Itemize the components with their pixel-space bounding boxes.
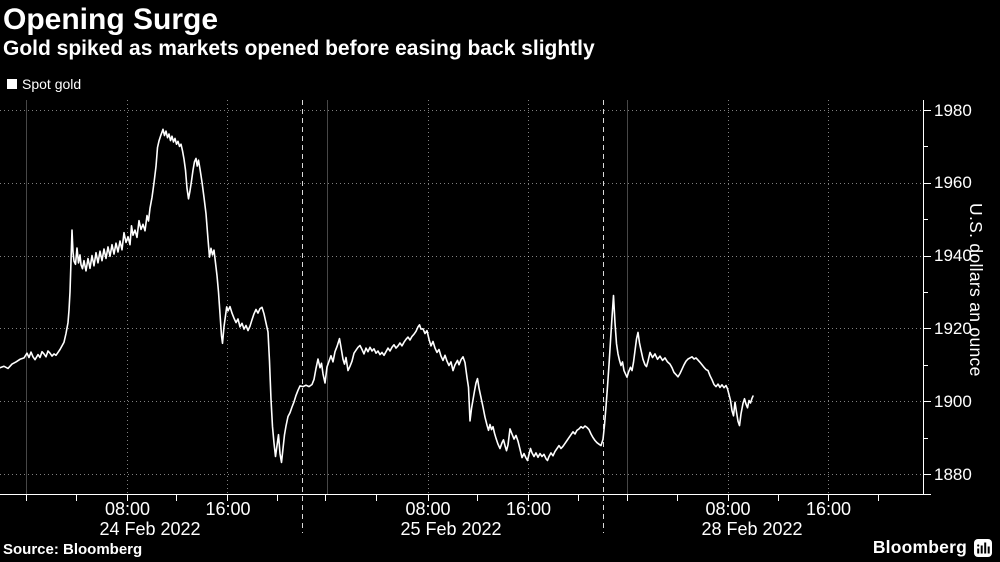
- y-tick-minor: [923, 364, 928, 366]
- y-tick-label: 1980: [934, 100, 972, 120]
- x-date-label: 24 Feb 2022: [99, 519, 201, 539]
- x-tick: [176, 495, 177, 501]
- y-gridline: [0, 110, 923, 111]
- x-tick: [677, 495, 678, 501]
- x-time-label: 08:00: [405, 499, 451, 519]
- legend-label: Spot gold: [22, 76, 82, 92]
- x-axis-line: [0, 494, 931, 495]
- y-tick-major: [923, 182, 931, 184]
- midnight-gridline: [26, 100, 27, 494]
- y-axis-line: [923, 100, 924, 495]
- y-gridline: [0, 401, 923, 403]
- y-axis-title: U.S. dollars an ounce: [966, 203, 986, 377]
- y-tick-major: [923, 255, 931, 257]
- x-tick: [376, 495, 377, 501]
- y-tick-minor: [923, 437, 928, 439]
- x-time-label: 08:00: [104, 499, 151, 519]
- time-gridline: [528, 100, 529, 494]
- x-tick: [227, 495, 228, 501]
- bloomberg-logo-text: Bloomberg: [872, 537, 967, 557]
- bloomberg-logo-icon: [974, 538, 992, 557]
- x-tick: [727, 495, 729, 501]
- x-date-label: 25 Feb 2022: [400, 519, 502, 539]
- chart-region: U.S. dollars an ounce 1980 1960 1940 1920 19…: [0, 100, 1000, 539]
- x-tick: [578, 495, 579, 501]
- x-tick: [878, 495, 879, 501]
- y-tick-label: 1920: [934, 318, 972, 338]
- x-time-label: 08:00: [705, 499, 751, 519]
- x-tick: [26, 495, 27, 501]
- legend: Spot gold: [7, 76, 81, 92]
- chart-subtitle: Gold spiked as markets opened before eas…: [3, 37, 595, 60]
- y-tick-major: [923, 110, 931, 111]
- y-gridline: [0, 255, 923, 257]
- x-time-label: 16:00: [505, 499, 552, 519]
- midnight-gridline: [327, 100, 328, 494]
- legend-swatch-icon: [7, 79, 17, 89]
- x-time-label: 16:00: [805, 499, 852, 519]
- y-gridline: [0, 328, 923, 330]
- y-tick-major: [923, 401, 931, 403]
- y-tick-major: [923, 328, 931, 330]
- time-gridline: [126, 100, 128, 494]
- midnight-gridline: [627, 100, 628, 494]
- x-tick: [126, 495, 128, 501]
- x-tick: [277, 495, 278, 501]
- x-tick: [778, 495, 779, 501]
- y-gridline: [0, 474, 923, 475]
- y-tick-minor: [923, 146, 928, 148]
- x-tick: [477, 495, 478, 501]
- y-tick-major: [923, 474, 931, 475]
- y-tick-label: 1940: [934, 246, 972, 266]
- x-date-label: 28 Feb 2022: [701, 519, 803, 539]
- time-gridline: [828, 100, 829, 494]
- day-separator: [302, 100, 303, 533]
- y-tick-label: 1960: [934, 173, 972, 193]
- time-gridline: [427, 100, 429, 494]
- plot-area: [0, 100, 923, 494]
- y-tick-minor: [923, 292, 928, 293]
- y-tick-minor: [923, 219, 928, 221]
- y-tick-label: 1900: [934, 391, 972, 411]
- day-separator: [602, 100, 604, 533]
- y-gridline: [0, 182, 923, 184]
- bloomberg-logo: Bloomberg: [873, 537, 992, 558]
- y-tick-label: 1880: [934, 464, 972, 484]
- source-credit: Source: Bloomberg: [3, 541, 143, 558]
- x-tick: [76, 495, 77, 501]
- spot-gold-price-line: [0, 128, 754, 464]
- x-time-label: 16:00: [205, 499, 251, 519]
- x-tick: [325, 495, 326, 501]
- x-tick: [627, 495, 628, 501]
- x-tick: [427, 495, 429, 501]
- time-gridline: [727, 100, 729, 494]
- time-gridline: [227, 100, 228, 494]
- page-title: Opening Surge: [3, 3, 219, 36]
- x-tick: [528, 495, 529, 501]
- x-tick: [828, 495, 829, 501]
